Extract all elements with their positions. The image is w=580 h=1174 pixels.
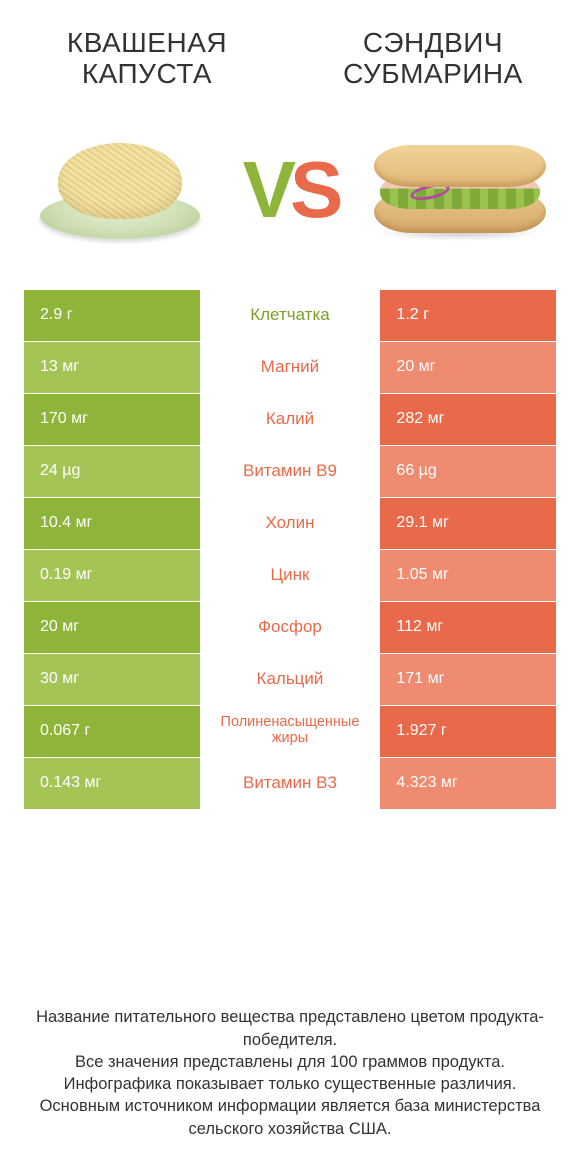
value-left: 13 мг [24, 342, 200, 393]
vs-label: VS [243, 150, 338, 230]
title-right: СЭНДВИЧ СУБМАРИНА [316, 28, 550, 90]
value-right: 171 мг [380, 654, 556, 705]
value-left: 30 мг [24, 654, 200, 705]
table-row: 30 мгКальций171 мг [24, 654, 556, 706]
value-left: 10.4 мг [24, 498, 200, 549]
value-right: 29.1 мг [380, 498, 556, 549]
value-right: 4.323 мг [380, 758, 556, 809]
footer-line: Основным источником информации является … [28, 1095, 552, 1140]
nutrient-label: Кальций [200, 654, 381, 705]
value-left: 170 мг [24, 394, 200, 445]
table-row: 24 µgВитамин B966 µg [24, 446, 556, 498]
nutrient-label: Клетчатка [200, 290, 381, 341]
vs-v: V [243, 145, 290, 234]
value-right: 1.2 г [380, 290, 556, 341]
value-left: 2.9 г [24, 290, 200, 341]
value-right: 20 мг [380, 342, 556, 393]
table-row: 13 мгМагний20 мг [24, 342, 556, 394]
hero-row: VS [0, 100, 580, 290]
table-row: 10.4 мгХолин29.1 мг [24, 498, 556, 550]
value-right: 282 мг [380, 394, 556, 445]
value-left: 0.067 г [24, 706, 200, 757]
nutrient-label: Цинк [200, 550, 381, 601]
food-right-image [370, 120, 550, 260]
table-row: 2.9 гКлетчатка1.2 г [24, 290, 556, 342]
nutrient-label: Витамин B3 [200, 758, 381, 809]
value-right: 112 мг [380, 602, 556, 653]
value-left: 20 мг [24, 602, 200, 653]
table-row: 170 мгКалий282 мг [24, 394, 556, 446]
value-left: 24 µg [24, 446, 200, 497]
nutrient-label: Магний [200, 342, 381, 393]
footer-line: Инфографика показывает только существенн… [28, 1073, 552, 1095]
value-right: 66 µg [380, 446, 556, 497]
nutrient-label: Витамин B9 [200, 446, 381, 497]
nutrient-label: Холин [200, 498, 381, 549]
table-row: 0.19 мгЦинк1.05 мг [24, 550, 556, 602]
nutrient-label: Фосфор [200, 602, 381, 653]
title-left: КВАШЕНАЯ КАПУСТА [30, 28, 264, 90]
value-right: 1.05 мг [380, 550, 556, 601]
value-left: 0.143 мг [24, 758, 200, 809]
sauerkraut-icon [40, 135, 200, 245]
food-left-image [30, 120, 210, 260]
table-row: 20 мгФосфор112 мг [24, 602, 556, 654]
nutrient-label: Калий [200, 394, 381, 445]
table-row: 0.143 мгВитамин B34.323 мг [24, 758, 556, 810]
footer-line: Все значения представлены для 100 граммо… [28, 1051, 552, 1073]
comparison-table: 2.9 гКлетчатка1.2 г13 мгМагний20 мг170 м… [0, 290, 580, 810]
nutrient-label: Полиненасыщенные жиры [200, 706, 381, 757]
vs-s: S [290, 145, 337, 234]
value-left: 0.19 мг [24, 550, 200, 601]
titles-row: КВАШЕНАЯ КАПУСТА СЭНДВИЧ СУБМАРИНА [0, 0, 580, 100]
footer-line: Название питательного вещества представл… [28, 1006, 552, 1051]
infographic-root: КВАШЕНАЯ КАПУСТА СЭНДВИЧ СУБМАРИНА VS 2.… [0, 0, 580, 1174]
footer-notes: Название питательного вещества представл… [0, 986, 580, 1174]
table-row: 0.067 гПолиненасыщенные жиры1.927 г [24, 706, 556, 758]
value-right: 1.927 г [380, 706, 556, 757]
sub-sandwich-icon [370, 135, 550, 245]
